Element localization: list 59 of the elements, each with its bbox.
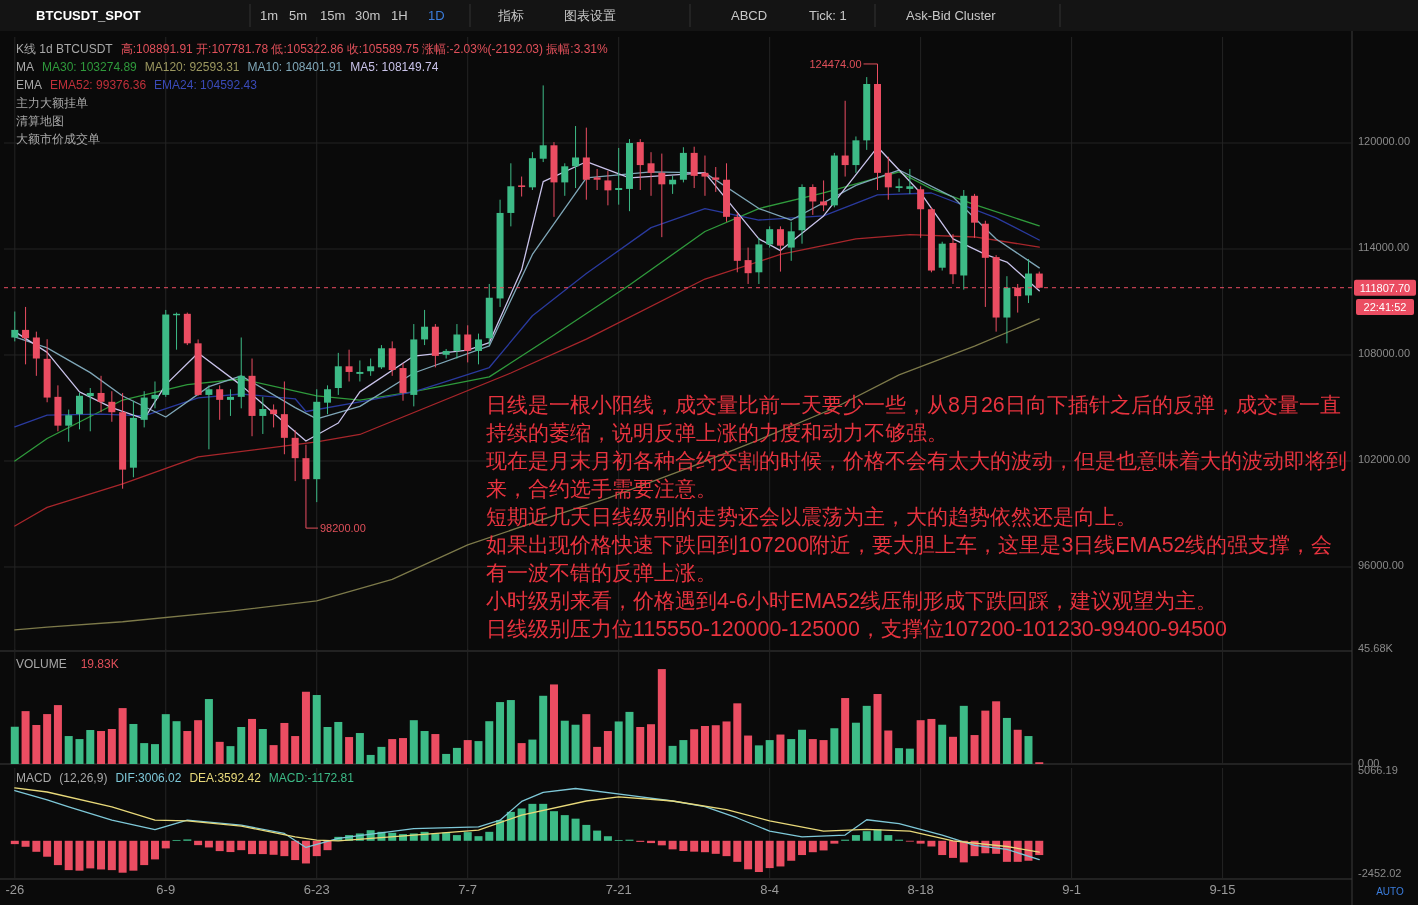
- annotation: MACD: [16, 771, 52, 785]
- annotation: MA30: 103274.89: [42, 60, 138, 74]
- annotation: K线 1d BTCUSDT: [16, 42, 114, 56]
- text: AUTO: [1376, 885, 1405, 897]
- x-tick-label: 7-21: [605, 881, 632, 897]
- annotation: MA10: 108401.91: [247, 60, 343, 74]
- y-tick-label: -2452.02: [1358, 866, 1402, 879]
- y-tick-label: 120000.00: [1358, 135, 1410, 148]
- text: Tick: 1: [809, 7, 847, 23]
- annotation: VOLUME: [16, 657, 67, 671]
- annotation: DEA:3592.42: [189, 771, 262, 785]
- y-tick-label: 108000.00: [1358, 347, 1410, 360]
- text: ABCD: [731, 7, 768, 23]
- annotation: 124474.00: [809, 57, 862, 70]
- annotation: 日线是一根小阳线，成交量比前一天要少一些，从8月26日向下插针之后的反弹，成交量一直持续的萎缩，说明反弹上涨的力度和动力不够强。: [486, 392, 1342, 447]
- y-tick-label: 96000.00: [1358, 559, 1404, 572]
- text: 1m: [260, 7, 279, 23]
- annotation: EMA52: 99376.36: [50, 78, 147, 92]
- x-tick-label: 6-9: [156, 881, 176, 897]
- annotation: 短期近几天日线级别的走势还会以震荡为主，大的趋势依然还是向上。: [486, 504, 1138, 531]
- annotation: MACD:-1172.81: [268, 771, 355, 785]
- text: 30m: [355, 7, 381, 23]
- text: BTCUSDT_SPOT: [36, 7, 141, 23]
- x-tick-label: 8-4: [760, 881, 780, 897]
- annotation: 主力大额挂单: [16, 96, 88, 110]
- x-tick-label: 8-18: [907, 881, 934, 897]
- annotation: 98200.00: [319, 522, 366, 535]
- text: 5m: [289, 7, 308, 23]
- annotation: 高:108891.91 开:107781.78 低:105322.86 收:105589.75 涨幅:-2.03%(-2192.03) 振幅:3.31%: [120, 42, 608, 56]
- text: 15m: [320, 7, 346, 23]
- annotation: MA120: 92593.31: [144, 60, 240, 74]
- annotation: (12,26,9): [59, 771, 108, 785]
- annotation: DIF:3006.02: [115, 771, 182, 785]
- annotation: MA: [16, 60, 34, 74]
- annotation: EMA24: 104592.43: [154, 78, 258, 92]
- annotation: MA5: 108149.74: [350, 60, 439, 74]
- text: 1D: [428, 7, 445, 23]
- annotation: 如果出现价格快速下跌回到107200附近，要大胆上车，这里是3日线EMA52线的强支撑，会有一波不错的反弹上涨。: [486, 532, 1334, 587]
- text: Ask-Bid Cluster: [906, 7, 997, 23]
- ref-line-label: 111807.70: [1359, 281, 1411, 294]
- text: 1H: [391, 7, 408, 23]
- annotation: 日线级别压力位115550-120000-125000，支撑位107200-101230-99400-94500: [486, 616, 1228, 643]
- y-tick-label: 45.68K: [1358, 641, 1394, 654]
- y-tick-label: 102000.00: [1358, 453, 1410, 466]
- x-tick-label: 7-7: [458, 881, 478, 897]
- annotation: 小时级别来看，价格遇到4-6小时EMA52线压制形成下跌回踩，建议观望为主。: [486, 588, 1219, 615]
- text: 指标: [497, 7, 524, 23]
- x-tick-label: 6-23: [303, 881, 330, 897]
- annotation: 19.83K: [80, 657, 119, 671]
- annotation: 清算地图: [16, 114, 64, 128]
- x-tick-label: 9-15: [1209, 881, 1236, 897]
- annotation: 大额市价成交单: [16, 132, 100, 146]
- x-tick-label: -26: [5, 881, 25, 897]
- text: 22:41:52: [1363, 301, 1407, 313]
- y-tick-label: 114000.00: [1358, 241, 1410, 254]
- x-tick-label: 9-1: [1062, 881, 1082, 897]
- annotation: 现在是月末月初各种合约交割的时候，价格不会有太大的波动，但是也意味着大的波动即将到来，合约选手需要注意。: [486, 448, 1348, 503]
- annotation: EMA: [16, 78, 43, 92]
- text: 图表设置: [564, 7, 616, 23]
